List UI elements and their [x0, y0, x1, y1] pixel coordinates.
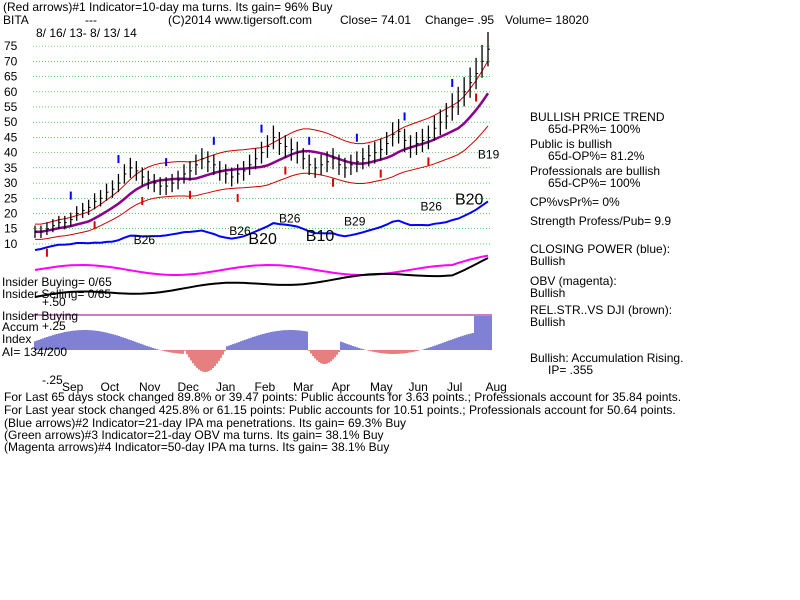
date-range: 8/ 16/ 13- 8/ 13/ 14 — [36, 26, 137, 40]
insider-buying-2: Insider Buying — [2, 309, 79, 323]
relstr-title: REL.STR..VS DJI (brown): — [530, 303, 673, 317]
signal-label: B26 — [229, 224, 251, 238]
copyright: (C)2014 www.tigersoft.com — [168, 13, 313, 27]
y-tick-label: 15 — [4, 222, 18, 236]
strength-value: Strength Profess/Pub= 9.9 — [530, 214, 672, 228]
header-dashes: --- — [85, 13, 97, 27]
pros-title: Professionals are bullish — [530, 164, 661, 178]
relative-strength-line — [34, 257, 489, 298]
y-tick-label: 20 — [4, 206, 18, 220]
ai-value: AI= 134/200 — [2, 345, 68, 359]
header-line-1: (Red arrows)#1 Indicator=10-day ma turns… — [3, 0, 333, 14]
x-month-label: May — [370, 380, 393, 394]
y-tick-label: 35 — [4, 161, 18, 175]
y-tick-label: 70 — [4, 54, 18, 68]
relstr-value: Bullish — [530, 315, 566, 329]
y-tick-label: 10 — [4, 237, 18, 251]
indicator-lines — [34, 200, 489, 298]
x-month-label: Nov — [139, 380, 160, 394]
pr-value: 65d-PR%= 100% — [548, 122, 641, 136]
y-tick-label: 50 — [4, 115, 18, 129]
x-month-label: Feb — [255, 380, 276, 394]
price-series — [34, 32, 490, 238]
closing-power-value: Bullish — [530, 254, 566, 268]
x-axis-months: Sep Oct Nov Dec Jan Feb Mar Apr May Jun Jul Aug — [62, 380, 507, 394]
signal-label: B20 — [248, 231, 277, 248]
cpvspr-value: CP%vsPr%= 0% — [530, 195, 620, 209]
x-month-label: Mar — [293, 380, 314, 394]
signal-label: B19 — [478, 148, 500, 162]
signal-label: B26 — [134, 233, 156, 247]
signal-label: B20 — [455, 191, 484, 208]
lower-band — [35, 125, 489, 240]
accum-minus-25: -.25 — [42, 373, 63, 387]
signal-label: B29 — [344, 215, 366, 229]
signal-arrows — [45, 78, 478, 257]
volume-value: Volume= 18020 — [505, 13, 589, 27]
signal-label: B26 — [421, 199, 443, 213]
accum-status: Bullish: Accumulation Rising. — [530, 351, 684, 365]
x-month-label: Aug — [486, 380, 507, 394]
insider-selling: Insider Selling= 0/65 — [2, 287, 112, 301]
closing-power-line — [34, 200, 489, 251]
footer-line-2: For Last year stock changed 425.8% or 61… — [4, 403, 676, 417]
signal-label: B26 — [279, 212, 301, 226]
obv-title: OBV (magenta): — [530, 274, 617, 288]
footer-line-5: (Magenta arrows)#4 Indicator=50-day IPA … — [4, 440, 390, 454]
accumulation-histogram — [34, 316, 492, 372]
y-tick-label: 75 — [4, 39, 18, 53]
change-value: Change= .95 — [425, 13, 495, 27]
obv-value: Bullish — [530, 286, 566, 300]
x-month-label: Jul — [447, 380, 462, 394]
public-title: Public is bullish — [530, 137, 613, 151]
cp-value: 65d-CP%= 100% — [548, 176, 641, 190]
closing-power-title: CLOSING POWER (blue): — [530, 242, 671, 256]
y-tick-label: 25 — [4, 191, 18, 205]
accum-plus-50: +.50 — [42, 295, 66, 309]
ticker-label: BITA — [3, 13, 29, 27]
y-tick-label: 30 — [4, 176, 18, 190]
footer-line-1: For Last 65 days stock changed 89.8% or … — [4, 390, 682, 404]
trend-title: BULLISH PRICE TREND — [530, 110, 665, 124]
x-month-label: Sep — [62, 380, 84, 394]
y-tick-label: 45 — [4, 130, 18, 144]
obv-line — [34, 254, 489, 277]
x-month-label: Oct — [101, 380, 120, 394]
op-value: 65d-OP%= 81.2% — [548, 149, 645, 163]
close-value: Close= 74.01 — [340, 13, 412, 27]
footer-line-3: (Blue arrows)#2 Indicator=21-day IPA ma … — [4, 416, 406, 430]
x-month-label: Dec — [178, 380, 199, 394]
y-tick-label: 60 — [4, 85, 18, 99]
signal-label: B10 — [306, 228, 335, 245]
y-tick-label: 65 — [4, 70, 18, 84]
y-tick-label: 40 — [4, 146, 18, 160]
x-month-label: Apr — [332, 380, 351, 394]
accum-label: Accum — [2, 320, 39, 334]
x-month-label: Jan — [216, 380, 235, 394]
insider-buying: Insider Buying= 0/65 — [2, 275, 112, 289]
y-tick-label: 55 — [4, 100, 18, 114]
footer-line-4: (Green arrows)#3 Indicator=21-day OBV ma… — [4, 428, 384, 442]
chart-grid — [33, 45, 492, 316]
index-label: Index — [2, 332, 32, 346]
ip-value: IP= .355 — [548, 363, 594, 377]
accum-plus-25: +.25 — [42, 319, 66, 333]
x-month-label: Jun — [409, 380, 428, 394]
